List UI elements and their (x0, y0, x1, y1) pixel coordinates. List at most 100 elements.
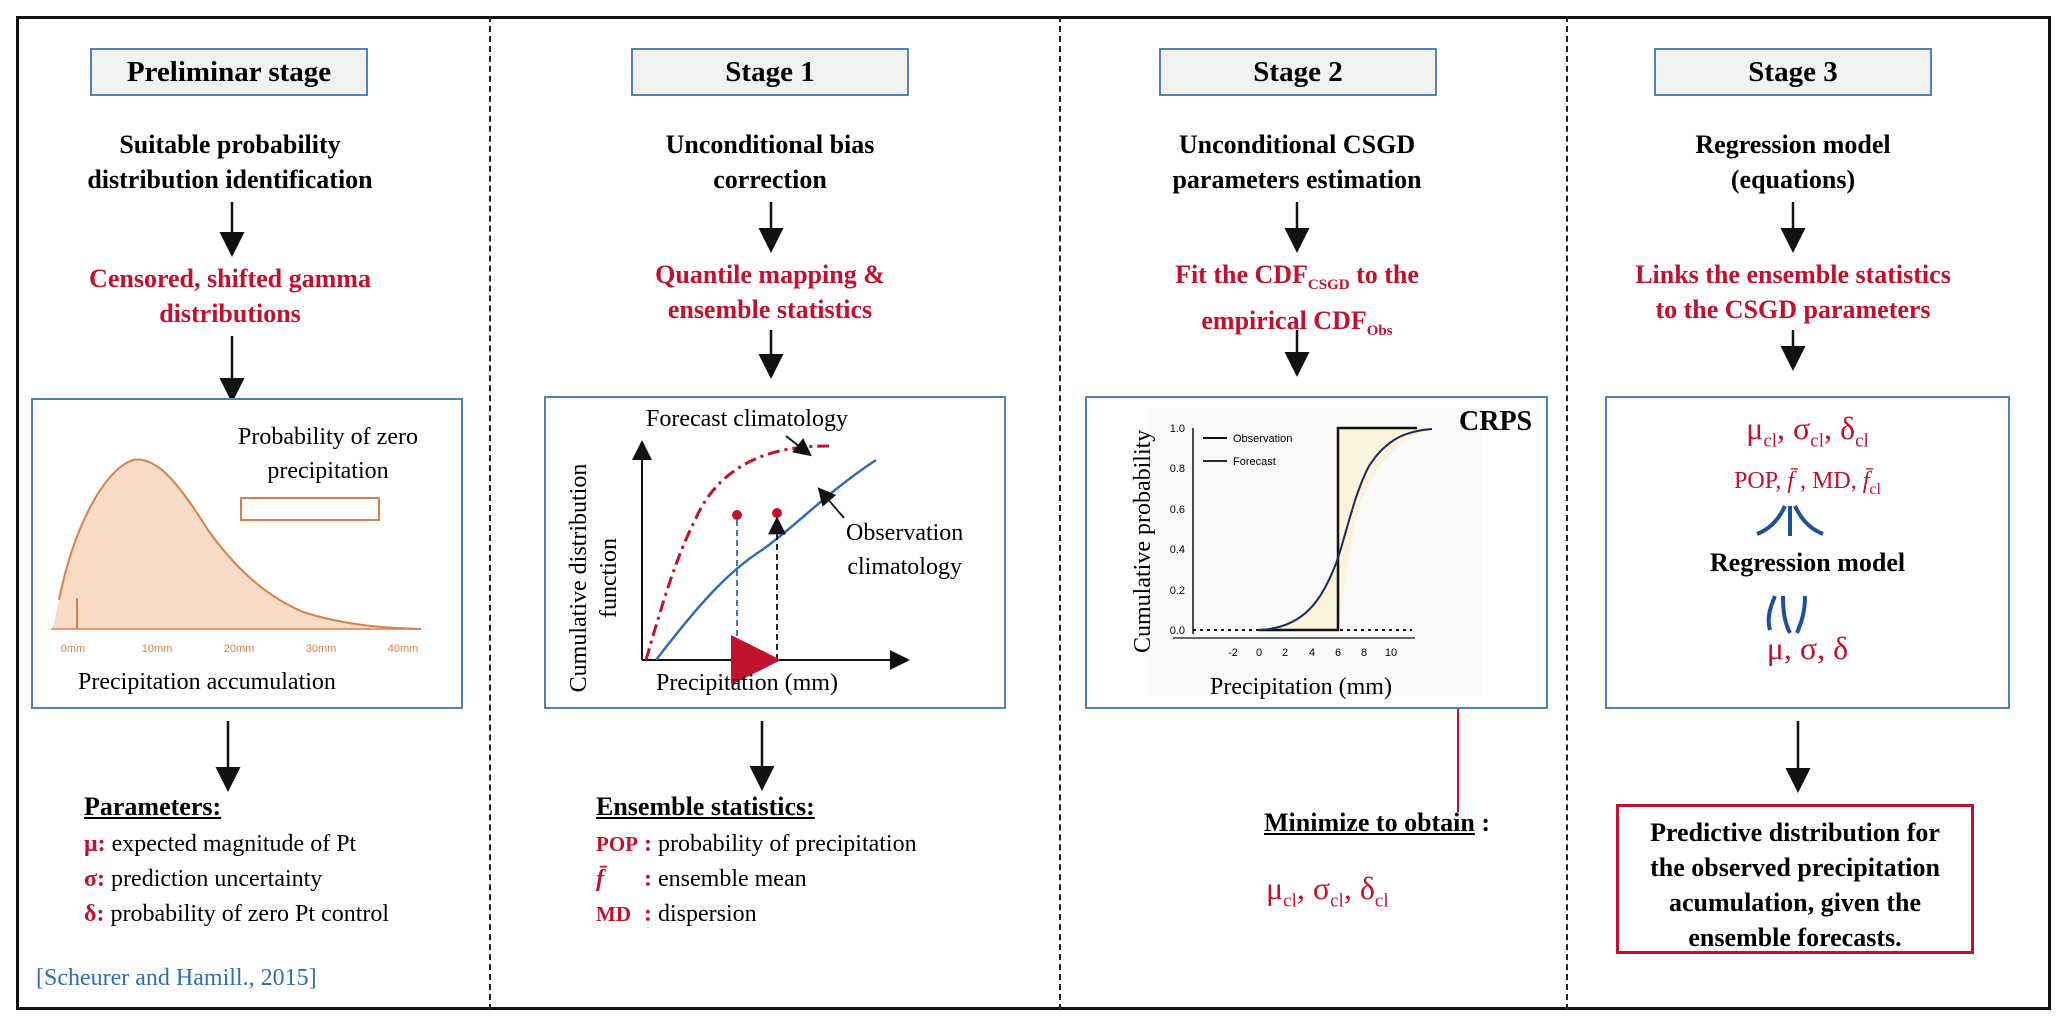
subtitle-line: correction (713, 165, 827, 194)
subtitle-line: parameters estimation (1172, 165, 1422, 194)
column-separator (1566, 16, 1568, 1010)
gamma-density-area (53, 459, 421, 629)
subtitle-line: Suitable probability (119, 130, 341, 159)
y-axis-label: Cumulative probability (1130, 429, 1156, 653)
x-tick: 4 (1309, 647, 1315, 659)
stage-method: Quantile mapping & ensemble statistics (570, 257, 970, 327)
ensemble-statistics-title: Ensemble statistics: (596, 792, 815, 821)
x-axis-label: Precipitation accumulation (78, 669, 336, 695)
parameter-item: μ: expected magnitude of Pt (84, 827, 356, 861)
stage-method: Links the ensemble statistics to the CSG… (1568, 257, 2018, 327)
y-tick: 0.4 (1170, 544, 1185, 556)
observation-step (1259, 426, 1417, 632)
ensemble-statistics-line: POP, f̄ , MD, f̄cl (1734, 468, 1881, 498)
method-line: empirical CDFObs (1201, 306, 1393, 340)
subtitle-line: (equations) (1730, 165, 1856, 194)
label-pointer (817, 487, 845, 519)
y-tick: 0.8 (1170, 463, 1185, 475)
crps-area (1259, 558, 1338, 630)
parameters-title: Parameters: (84, 792, 222, 821)
tick-label: 40mm (388, 643, 419, 655)
legend-label: Observation (1233, 433, 1292, 445)
annotation-line: precipitation (267, 458, 389, 484)
result-line: the observed precipitation (1650, 853, 1940, 882)
forecast-curve (1258, 428, 1433, 631)
stage-title-2: Stage 2 (1159, 48, 1437, 96)
climatological-parameters: μcl, σcl, δcl (1266, 870, 1389, 912)
column-separator (489, 16, 491, 1010)
y-tick: 0.2 (1170, 585, 1185, 597)
x-tick: 10 (1385, 647, 1397, 659)
statistic-item: f̄: ensemble mean (596, 862, 807, 896)
diagram-frame (16, 16, 2051, 1010)
y-tick: 1.0 (1170, 423, 1185, 435)
method-line: distributions (159, 299, 301, 328)
x-tick: 8 (1361, 647, 1367, 659)
subtitle-line: Regression model (1695, 130, 1891, 159)
y-tick: 0.6 (1170, 504, 1185, 516)
subtitle-line: distribution identification (87, 165, 373, 194)
label-line: Observation (846, 520, 964, 546)
plot-background (1147, 408, 1483, 696)
stage-title-1: Stage 1 (631, 48, 909, 96)
crps-area (1338, 428, 1432, 633)
method-line: Censored, shifted gamma (89, 264, 371, 293)
statistic-text: dispersion (658, 901, 757, 927)
parameter-key: σ: (84, 866, 106, 892)
tick-label: 30mm (306, 643, 337, 655)
zero-probability-box (240, 497, 380, 521)
connector (1766, 595, 1777, 631)
gamma-density-curve (58, 458, 422, 630)
gamma-distribution-plot: 0mm 10mm 20mm 30mm 40mm (51, 458, 422, 655)
tick-label: 0mm (61, 643, 85, 655)
forecast-cdf (644, 444, 835, 661)
parameter-item: σ: prediction uncertainty (84, 862, 322, 896)
stage-subtitle: Suitable probability distribution identi… (30, 127, 430, 197)
method-line: Quantile mapping & (655, 260, 885, 289)
parameter-key: μ: (84, 831, 106, 857)
observation-point (772, 508, 782, 518)
zero-probability-annotation: Probability of zero precipitation (208, 420, 448, 488)
stage-method: Fit the CDFCSGD to the empirical CDFObs (1097, 257, 1497, 349)
connector (1795, 595, 1807, 634)
tick-label: 20mm (224, 643, 255, 655)
method-line: to the CSGD parameters (1655, 295, 1931, 324)
statistic-key: f̄ (596, 866, 604, 892)
label-line: Cumulative distribution (566, 463, 592, 693)
minimize-text: Minimize to obtain (1264, 808, 1475, 837)
annotation-line: Probability of zero (238, 424, 418, 450)
climatological-parameters: μcl, σcl, δcl (1746, 410, 1869, 452)
parameter-text: probability of zero Pt control (110, 901, 390, 927)
stage-title-3: Stage 3 (1654, 48, 1932, 96)
stage-subtitle: Unconditional CSGD parameters estimation (1097, 127, 1497, 197)
stage-subtitle: Unconditional bias correction (570, 127, 970, 197)
statistic-text: probability of precipitation (658, 831, 917, 857)
quantile-mapping-plot (632, 435, 910, 685)
parameter-key: δ: (84, 901, 105, 927)
method-line: Fit the CDFCSGD to the (1175, 260, 1419, 294)
subtitle-line: Unconditional bias (665, 130, 875, 159)
x-axis-label: Precipitation (mm) (656, 670, 838, 696)
minimize-colon: : (1481, 808, 1491, 837)
statistic-key: POP (596, 832, 638, 856)
label-line: function (596, 538, 622, 618)
stage-title-preliminar: Preliminar stage (90, 48, 368, 96)
x-axis-label: Precipitation (mm) (1210, 674, 1392, 700)
label-pointer (785, 435, 812, 457)
parameter-text: prediction uncertainty (111, 866, 323, 892)
statistic-item: MD: dispersion (596, 897, 757, 931)
statistic-item: POP: probability of precipitation (596, 827, 917, 861)
stage-method: Censored, shifted gamma distributions (30, 261, 430, 331)
column-separator (1059, 16, 1061, 1010)
tick-label: 10mm (142, 643, 173, 655)
x-tick: -2 (1228, 647, 1238, 659)
forecast-climatology-label: Forecast climatology (646, 406, 848, 432)
parameter-text: expected magnitude of Pt (111, 831, 357, 857)
quantile-mapping-panel: Forecast climatology Observation climato… (544, 396, 1006, 709)
output-parameters: μ, σ, δ (1766, 630, 1849, 666)
regression-panel: μcl, σcl, δcl POP, f̄ , MD, f̄cl Regress… (1605, 396, 2010, 709)
reference-citation: [Scheurer and Hamill., 2015] (36, 965, 317, 991)
subtitle-line: Unconditional CSGD (1178, 130, 1416, 159)
crps-plot: 0.0 0.2 0.4 0.6 0.8 1.0 -2 0 2 4 6 8 10 … (1147, 408, 1483, 696)
x-tick: 2 (1282, 647, 1288, 659)
